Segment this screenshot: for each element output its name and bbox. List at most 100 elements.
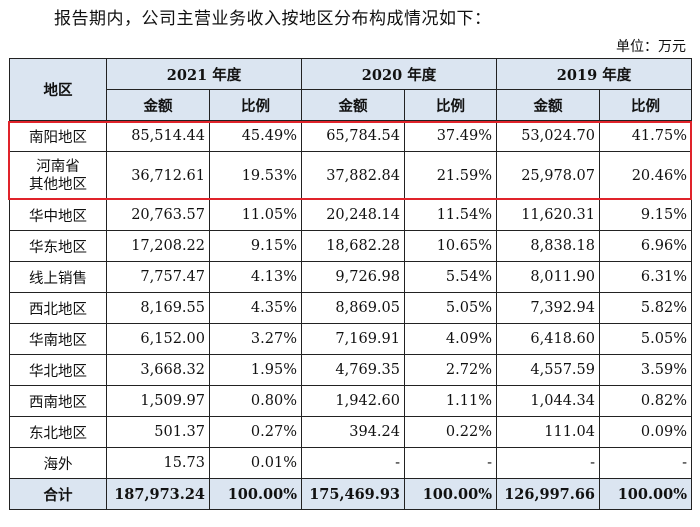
amount-cell: 36,712.61 <box>106 151 210 200</box>
amount-cell: 8,838.18 <box>496 230 600 262</box>
amount-cell: 25,978.07 <box>496 151 600 200</box>
ratio-cell: 4.13% <box>209 261 302 293</box>
ratio-cell: 0.22% <box>404 416 497 448</box>
table-row: 河南省 其他地区 36,712.61 19.53% 37,882.84 21.5… <box>9 151 692 200</box>
amount-header: 金额 <box>301 89 405 121</box>
region-cell: 华北地区 <box>9 354 107 386</box>
ratio-header: 比例 <box>209 89 302 121</box>
ratio-cell: 6.31% <box>599 261 692 293</box>
amount-cell: 6,152.00 <box>106 323 210 355</box>
region-header: 地区 <box>9 58 107 121</box>
revenue-by-region-table: 地区 2021 年度 2020 年度 2019 年度 金额 比例 金额 比例 金… <box>9 58 692 510</box>
unit-label: 单位：万元 <box>616 39 686 55</box>
amount-cell: 65,784.54 <box>301 120 405 152</box>
region-cell: 华南地区 <box>9 323 107 355</box>
ratio-cell: 3.59% <box>599 354 692 386</box>
amount-cell: 1,509.97 <box>106 385 210 417</box>
amount-cell: 111.04 <box>496 416 600 448</box>
table-row: 西南地区 1,509.97 0.80% 1,942.60 1.11% 1,044… <box>9 385 692 417</box>
total-amount-cell: 175,469.93 <box>301 478 405 510</box>
ratio-cell: 3.27% <box>209 323 302 355</box>
amount-cell: 17,208.22 <box>106 230 210 262</box>
ratio-cell: - <box>404 447 497 479</box>
ratio-cell: 4.35% <box>209 292 302 324</box>
amount-cell: - <box>301 447 405 479</box>
table-row: 线上销售 7,757.47 4.13% 9,726.98 5.54% 8,011… <box>9 261 692 293</box>
ratio-cell: 0.27% <box>209 416 302 448</box>
region-cell: 线上销售 <box>9 261 107 293</box>
region-line: 河南省 <box>36 158 80 175</box>
ratio-cell: - <box>599 447 692 479</box>
intro-text: 报告期内，公司主营业务收入按地区分布构成情况如下： <box>54 9 492 29</box>
region-cell: 西北地区 <box>9 292 107 324</box>
amount-cell: 7,757.47 <box>106 261 210 293</box>
ratio-cell: 19.53% <box>209 151 302 200</box>
ratio-cell: 4.09% <box>404 323 497 355</box>
table-row: 南阳地区 85,514.44 45.49% 65,784.54 37.49% 5… <box>9 120 692 152</box>
ratio-cell: 11.54% <box>404 199 497 231</box>
amount-cell: 11,620.31 <box>496 199 600 231</box>
table-row: 华北地区 3,668.32 1.95% 4,769.35 2.72% 4,557… <box>9 354 692 386</box>
amount-cell: 85,514.44 <box>106 120 210 152</box>
amount-cell: 9,726.98 <box>301 261 405 293</box>
amount-cell: 1,942.60 <box>301 385 405 417</box>
amount-cell: 3,668.32 <box>106 354 210 386</box>
amount-cell: 15.73 <box>106 447 210 479</box>
total-amount-cell: 187,973.24 <box>106 478 210 510</box>
ratio-cell: 1.11% <box>404 385 497 417</box>
region-cell: 南阳地区 <box>9 120 107 152</box>
ratio-cell: 5.54% <box>404 261 497 293</box>
region-cell: 东北地区 <box>9 416 107 448</box>
total-amount-cell: 126,997.66 <box>496 478 600 510</box>
ratio-cell: 10.65% <box>404 230 497 262</box>
region-cell: 西南地区 <box>9 385 107 417</box>
amount-cell: 8,011.90 <box>496 261 600 293</box>
table-row: 华中地区 20,763.57 11.05% 20,248.14 11.54% 1… <box>9 199 692 231</box>
ratio-cell: 5.82% <box>599 292 692 324</box>
amount-cell: 20,248.14 <box>301 199 405 231</box>
table-row: 海外 15.73 0.01% - - - - <box>9 447 692 479</box>
amount-cell: 7,169.91 <box>301 323 405 355</box>
amount-cell: 37,882.84 <box>301 151 405 200</box>
amount-cell: 4,769.35 <box>301 354 405 386</box>
region-cell: 海外 <box>9 447 107 479</box>
ratio-cell: 1.95% <box>209 354 302 386</box>
total-row: 合计 187,973.24 100.00% 175,469.93 100.00%… <box>9 478 692 510</box>
ratio-cell: 5.05% <box>599 323 692 355</box>
amount-cell: 6,418.60 <box>496 323 600 355</box>
year-header-2020: 2020 年度 <box>301 58 497 90</box>
region-cell: 河南省 其他地区 <box>9 151 107 200</box>
total-label: 合计 <box>9 478 107 510</box>
ratio-cell: 11.05% <box>209 199 302 231</box>
region-cell: 华东地区 <box>9 230 107 262</box>
ratio-header: 比例 <box>404 89 497 121</box>
region-line: 其他地区 <box>29 176 87 193</box>
year-header-2021: 2021 年度 <box>106 58 302 90</box>
ratio-cell: 0.82% <box>599 385 692 417</box>
ratio-cell: 21.59% <box>404 151 497 200</box>
region-cell: 华中地区 <box>9 199 107 231</box>
ratio-cell: 20.46% <box>599 151 692 200</box>
total-ratio-cell: 100.00% <box>209 478 302 510</box>
amount-header: 金额 <box>496 89 600 121</box>
amount-cell: 8,169.55 <box>106 292 210 324</box>
ratio-cell: 6.96% <box>599 230 692 262</box>
ratio-cell: 2.72% <box>404 354 497 386</box>
amount-cell: 20,763.57 <box>106 199 210 231</box>
ratio-cell: 41.75% <box>599 120 692 152</box>
year-header-2019: 2019 年度 <box>496 58 692 90</box>
table-row: 东北地区 501.37 0.27% 394.24 0.22% 111.04 0.… <box>9 416 692 448</box>
amount-cell: 1,044.34 <box>496 385 600 417</box>
table-row: 华东地区 17,208.22 9.15% 18,682.28 10.65% 8,… <box>9 230 692 262</box>
ratio-cell: 0.01% <box>209 447 302 479</box>
total-ratio-cell: 100.00% <box>599 478 692 510</box>
amount-cell: 4,557.59 <box>496 354 600 386</box>
amount-cell: 394.24 <box>301 416 405 448</box>
amount-cell: 8,869.05 <box>301 292 405 324</box>
table-row: 华南地区 6,152.00 3.27% 7,169.91 4.09% 6,418… <box>9 323 692 355</box>
table-row: 西北地区 8,169.55 4.35% 8,869.05 5.05% 7,392… <box>9 292 692 324</box>
amount-cell: 7,392.94 <box>496 292 600 324</box>
ratio-cell: 9.15% <box>209 230 302 262</box>
ratio-header: 比例 <box>599 89 692 121</box>
amount-cell: 18,682.28 <box>301 230 405 262</box>
